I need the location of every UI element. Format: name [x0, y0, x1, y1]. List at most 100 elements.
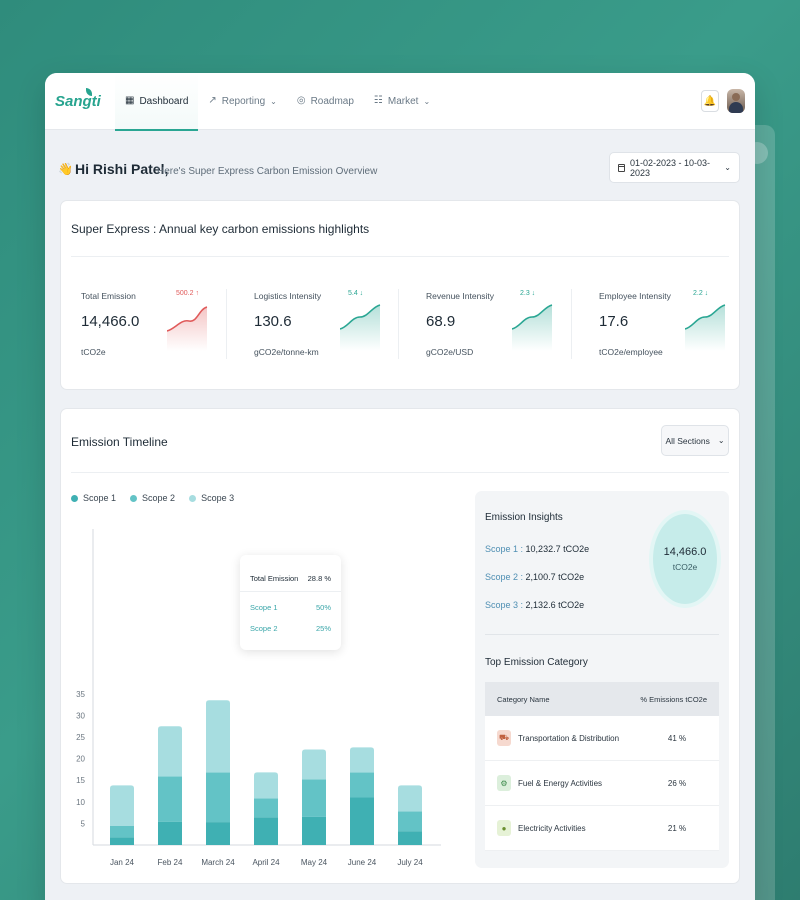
- category-name-cell: ● Electricity Activities: [497, 820, 647, 836]
- kpi-value: 14,466.0: [81, 313, 140, 330]
- y-tick-label: 20: [76, 755, 85, 764]
- scope-row: Scope 3 : 2,132.6 tCO2e: [485, 600, 584, 610]
- circle-total-value: 14,466.0: [663, 546, 707, 558]
- bar-segment-scope-2: [206, 772, 230, 823]
- x-tick-label: May 24: [301, 858, 328, 867]
- divider: [71, 256, 729, 257]
- legend-scope-3[interactable]: Scope 3: [189, 493, 234, 503]
- table-row[interactable]: ● Electricity Activities 21 %: [485, 806, 719, 851]
- sparkline-line: [512, 304, 553, 330]
- bar-segment-scope-3: [254, 772, 278, 799]
- table-row[interactable]: ⛟ Transportation & Distribution 41 %: [485, 716, 719, 761]
- kpi-total-emission[interactable]: Total Emission 14,466.0 tCO2e 500.2 ↑: [81, 290, 221, 361]
- highlights-title: Super Express : Annual key carbon emissi…: [71, 222, 370, 236]
- sparkline: [340, 304, 381, 351]
- bar-segment-scope-2: [398, 811, 422, 832]
- category-name-cell: ⛟ Transportation & Distribution: [497, 730, 647, 746]
- top-nav: Sangti ▦ Dashboard ↗ Reporting ⌄ ◎ Roadm…: [45, 73, 755, 131]
- greeting-name: Hi Rishi Patel,: [75, 161, 169, 177]
- bar-segment-scope-3: [110, 785, 134, 826]
- kpi-label: Logistics Intensity: [254, 291, 322, 301]
- scope-row: Scope 1 : 10,232.7 tCO2e: [485, 544, 589, 554]
- category-pct: 26 %: [667, 778, 687, 788]
- tooltip-total-value: 28.8 %: [307, 574, 331, 583]
- bar-segment-scope-1: [158, 821, 182, 845]
- nav-reporting-label: Reporting: [221, 95, 266, 107]
- scope-value: 10,232.7 tCO2e: [525, 544, 590, 554]
- scope-row: Scope 2 : 2,100.7 tCO2e: [485, 572, 584, 582]
- date-range-picker[interactable]: 01-02-2023 - 10-03-2023 ⌄: [609, 152, 740, 183]
- tooltip-total-label: Total Emission: [250, 574, 299, 583]
- scope-value: 2,100.7 tCO2e: [525, 572, 585, 582]
- tooltip-row-label: Scope 1: [250, 603, 278, 612]
- legend-label: Scope 3: [201, 493, 235, 503]
- legend-scope-1[interactable]: Scope 1: [71, 493, 116, 503]
- kpi-label: Revenue Intensity: [426, 291, 495, 301]
- sparkline-line: [167, 306, 208, 332]
- nav-dashboard-label: Dashboard: [139, 95, 189, 107]
- scope-value: 2,132.6 tCO2e: [525, 600, 585, 610]
- kpi-value: 68.9: [426, 313, 456, 330]
- greeting-subtitle: Here's Super Express Carbon Emission Ove…: [157, 166, 378, 177]
- sections-filter[interactable]: All Sections ⌄: [661, 425, 729, 456]
- date-range-text: 01-02-2023 - 10-03-2023: [630, 157, 711, 178]
- kpi-logistics-intensity[interactable]: Logistics Intensity 130.6 gCO2e/tonne-km 5.…: [254, 290, 394, 361]
- kpi-unit: tCO2e: [81, 347, 106, 357]
- kpi-revenue-intensity[interactable]: Revenue Intensity 68.9 gCO2e/USD 2.3 ↓: [426, 290, 566, 361]
- nav-right: 🔔: [701, 89, 755, 113]
- table-header: Category Name % Emissions tCO2e: [485, 682, 719, 716]
- leaf-icon: [86, 87, 92, 96]
- nav-roadmap[interactable]: ◎ Roadmap: [287, 73, 364, 130]
- grid-icon: ▦: [125, 95, 135, 106]
- kpi-delta: 5.4 ↓: [348, 290, 364, 297]
- bar-segment-scope-1: [110, 837, 134, 845]
- logo[interactable]: Sangti: [45, 87, 115, 110]
- logo-text: Sangti: [55, 92, 101, 110]
- chevron-down-icon: ⌄: [423, 96, 431, 106]
- kpi-unit: gCO2e/tonne-km: [254, 347, 319, 357]
- kpi-value: 17.6: [599, 313, 629, 330]
- divider: [71, 472, 729, 473]
- sparkline-area: [685, 305, 725, 351]
- top-category-title: Top Emission Category: [485, 657, 588, 668]
- legend-scope-2[interactable]: Scope 2: [130, 493, 175, 503]
- bar-segment-scope-2: [302, 779, 326, 817]
- y-tick-label: 35: [76, 690, 85, 699]
- kpi-delta: 2.3 ↓: [520, 290, 536, 297]
- bulb-icon: ●: [497, 820, 511, 836]
- sparkline-area: [340, 305, 380, 351]
- sparkline-area: [512, 305, 552, 351]
- sparkline: [167, 306, 208, 351]
- category-pct: 41 %: [667, 733, 687, 743]
- bar-segment-scope-2: [158, 776, 182, 822]
- x-tick-label: March 24: [201, 858, 235, 867]
- legend-dot: [130, 494, 138, 502]
- truck-icon: ⛟: [497, 730, 511, 746]
- circle-total-unit: tCO2e: [672, 562, 698, 572]
- insights-title: Emission Insights: [485, 512, 563, 523]
- bell-icon[interactable]: 🔔: [701, 90, 719, 112]
- bar-segment-scope-1: [398, 831, 422, 845]
- bar-segment-scope-3: [158, 726, 182, 777]
- chevron-down-icon: ⌄: [724, 163, 731, 172]
- kpi-label: Employee Intensity: [599, 291, 671, 301]
- tooltip-row: Scope 1 50%: [250, 603, 331, 612]
- bar-segment-scope-2: [110, 825, 134, 838]
- kpi-employee-intensity[interactable]: Employee Intensity 17.6 tCO2e/employee 2.2 …: [599, 290, 739, 361]
- category-table: Category Name % Emissions tCO2e ⛟ Transp…: [485, 682, 719, 851]
- nav-dashboard[interactable]: ▦ Dashboard: [115, 73, 199, 131]
- avatar[interactable]: [727, 89, 745, 113]
- calendar-icon: [618, 163, 625, 172]
- nav-market[interactable]: ☷ Market ⌄: [364, 73, 440, 130]
- bar-segment-scope-1: [206, 822, 230, 845]
- category-name-cell: ⚙ Fuel & Energy Activities: [497, 775, 647, 791]
- highlights-card: Super Express : Annual key carbon emissi…: [60, 200, 740, 390]
- nav-reporting[interactable]: ↗ Reporting ⌄: [198, 73, 286, 130]
- bar-segment-scope-2: [254, 798, 278, 818]
- bar-segment-scope-3: [398, 785, 422, 812]
- chevron-down-icon: ⌄: [270, 96, 277, 106]
- bar-segment-scope-1: [350, 797, 374, 845]
- timeline-card: Emission Timeline All Sections ⌄ Scope 1…: [60, 408, 740, 884]
- table-row[interactable]: ⚙ Fuel & Energy Activities 26 %: [485, 761, 719, 806]
- timeline-title: Emission Timeline: [71, 435, 168, 449]
